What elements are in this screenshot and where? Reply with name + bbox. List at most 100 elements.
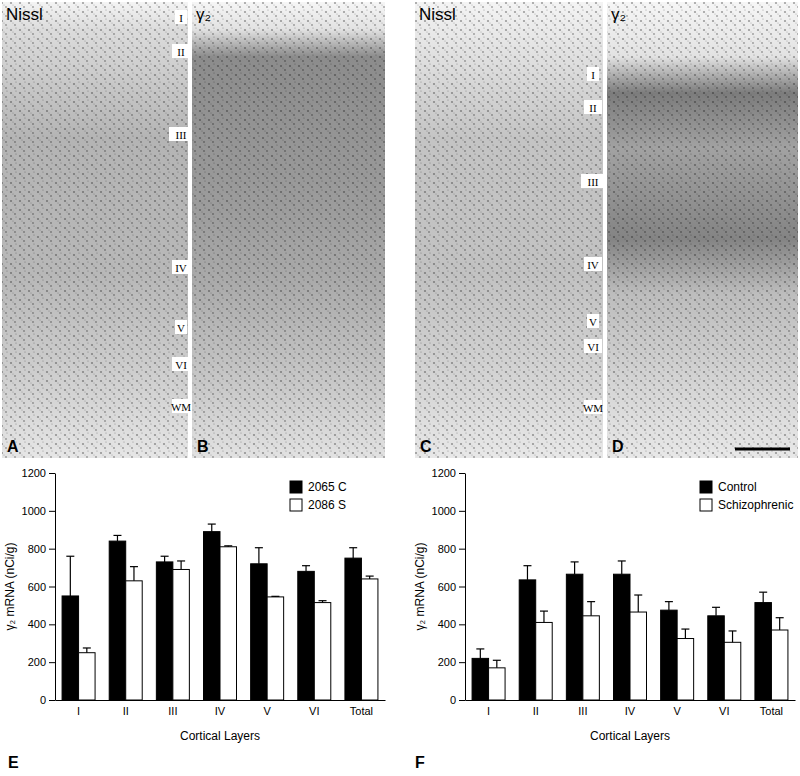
layer-label: III	[176, 129, 187, 141]
scale-bar	[735, 448, 790, 451]
y-tick-label: 0	[40, 694, 46, 706]
bar	[345, 558, 362, 700]
error-bar-cap	[255, 547, 263, 548]
y-axis: 020040060080010001200	[432, 467, 466, 706]
error-bar-cap	[476, 648, 484, 649]
bar	[109, 541, 126, 700]
legend: 2065 C 2086 S	[290, 480, 347, 512]
micrograph-panel: γ₂B	[192, 2, 385, 458]
y-tick-mark	[459, 662, 465, 663]
legend-swatch	[700, 481, 712, 493]
y-tick-label: 200	[28, 656, 46, 668]
y-tick-mark	[459, 587, 465, 588]
error-bar	[319, 601, 327, 603]
y-tick-mark	[49, 511, 55, 512]
layer-label: VI	[587, 341, 599, 353]
layer-label: WM	[583, 402, 603, 414]
micrograph-texture	[415, 2, 603, 458]
micrograph-image	[607, 2, 798, 458]
error-bar	[634, 595, 642, 612]
error-bar-stem	[685, 629, 686, 638]
error-bar	[349, 548, 357, 558]
error-bar-cap	[177, 560, 185, 561]
error-bar-cap	[349, 547, 357, 548]
y-axis: 020040060080010001200	[22, 467, 56, 706]
x-tick: I	[487, 700, 490, 717]
x-tick: IV	[625, 700, 636, 717]
error-bar-cap	[224, 545, 232, 546]
y-tick: 800	[438, 543, 465, 555]
layer-label: WM	[171, 401, 191, 413]
error-bar	[476, 649, 484, 658]
legend-swatch	[700, 499, 712, 511]
micrograph-texture	[2, 2, 188, 458]
x-tick: VI	[719, 700, 729, 717]
bar	[519, 580, 536, 700]
error-bar	[493, 660, 501, 668]
error-bar-stem	[543, 611, 544, 622]
y-tick-mark	[49, 662, 55, 663]
y-tick-mark	[459, 473, 465, 474]
error-bar-cap	[634, 594, 642, 595]
error-bar-cap	[493, 660, 501, 661]
x-axis: IIIIIIIVVVITotal	[56, 700, 386, 717]
error-bar	[681, 629, 689, 638]
y-tick-mark	[459, 549, 465, 550]
y-tick-mark	[459, 624, 465, 625]
layer-label-box	[584, 100, 602, 114]
error-bar-stem	[574, 562, 575, 574]
error-bar	[729, 631, 737, 642]
legend-swatch	[290, 481, 302, 493]
y-tick-label: 800	[28, 543, 46, 555]
legend-entry: 2065 C	[290, 480, 347, 494]
error-bar	[66, 556, 74, 596]
error-bar-stem	[305, 566, 306, 572]
error-bar-cap	[208, 523, 216, 524]
layer-label-box	[175, 320, 187, 334]
panel-letter: D	[612, 438, 624, 455]
error-bar	[177, 561, 185, 570]
layer-label-box	[581, 174, 605, 188]
x-axis-line	[56, 700, 386, 701]
micrograph-panel: γ₂D	[607, 2, 798, 458]
bar	[677, 639, 694, 700]
layer-label: III	[588, 176, 599, 188]
x-axis-title: Cortical Layers	[590, 729, 670, 743]
x-tick-label: Total	[760, 705, 783, 717]
error-bar-stem	[715, 607, 716, 616]
x-tick-label: III	[578, 705, 587, 717]
layer-label: V	[177, 322, 185, 334]
y-tick-label: 600	[438, 581, 456, 593]
layer-label: IV	[175, 262, 187, 274]
y-axis-line	[465, 474, 466, 701]
y-tick-label: 1000	[22, 505, 46, 517]
error-bar-cap	[302, 565, 310, 566]
error-bar-cap	[319, 600, 327, 601]
y-tick-mark	[459, 700, 465, 701]
y-tick-mark	[49, 700, 55, 701]
error-bar-cap	[712, 607, 720, 608]
y-tick-mark	[49, 473, 55, 474]
layer-label: VI	[175, 359, 187, 371]
layer-label: I	[591, 69, 595, 81]
error-bar	[255, 548, 263, 564]
error-bar-cap	[759, 592, 767, 593]
error-bar-cap	[161, 556, 169, 557]
y-tick: 200	[438, 656, 465, 668]
error-bar-cap	[271, 596, 279, 597]
y-tick: 400	[438, 618, 465, 630]
y-tick-label: 0	[450, 694, 456, 706]
error-bar-stem	[527, 566, 528, 580]
bar	[630, 612, 647, 700]
x-tick: VI	[309, 700, 319, 717]
error-bar-cap	[523, 565, 531, 566]
error-bar	[523, 566, 531, 580]
panel-letter: C	[420, 438, 432, 455]
error-bar	[83, 648, 91, 653]
layer-label: V	[589, 316, 597, 328]
layer-label: I	[179, 12, 183, 24]
error-bar	[130, 567, 138, 581]
legend-entry: 2086 S	[290, 498, 346, 512]
error-bar-cap	[618, 560, 626, 561]
bar	[126, 581, 143, 700]
